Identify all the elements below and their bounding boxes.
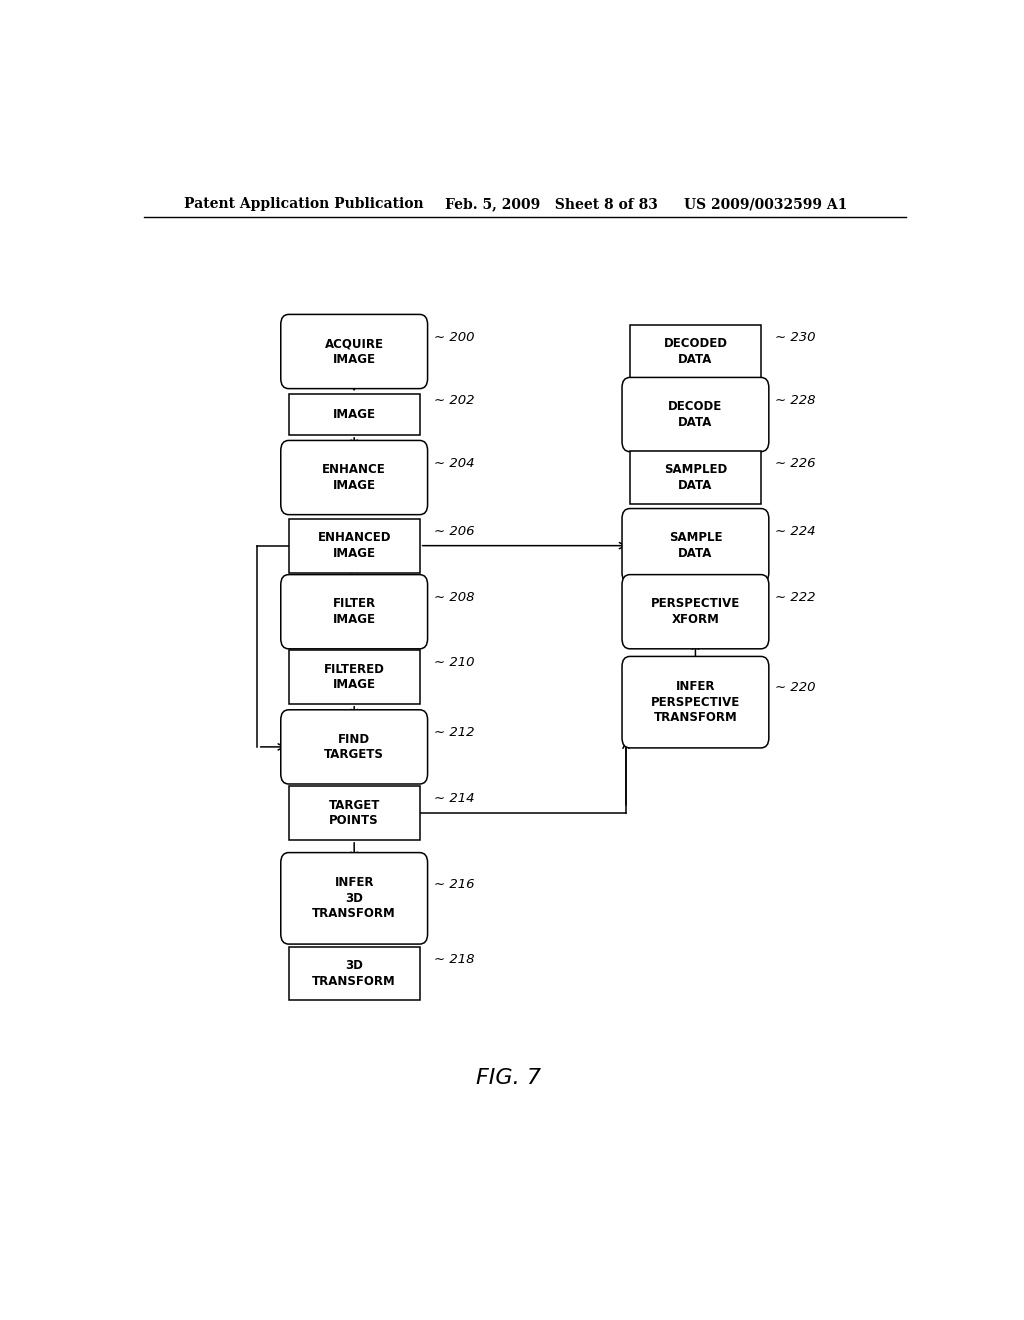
Text: FILTER
IMAGE: FILTER IMAGE [333, 598, 376, 626]
Text: 3D
TRANSFORM: 3D TRANSFORM [312, 960, 396, 987]
FancyBboxPatch shape [281, 314, 428, 388]
FancyBboxPatch shape [289, 395, 420, 434]
Text: ∼ 230: ∼ 230 [775, 331, 816, 343]
Text: TARGET
POINTS: TARGET POINTS [329, 799, 380, 828]
Text: ∼ 200: ∼ 200 [434, 331, 474, 343]
Text: DECODED
DATA: DECODED DATA [664, 338, 727, 366]
Text: ∼ 222: ∼ 222 [775, 591, 816, 605]
FancyBboxPatch shape [622, 574, 769, 649]
Text: INFER
PERSPECTIVE
TRANSFORM: INFER PERSPECTIVE TRANSFORM [651, 680, 740, 725]
Text: INFER
3D
TRANSFORM: INFER 3D TRANSFORM [312, 876, 396, 920]
Text: ∼ 220: ∼ 220 [775, 681, 816, 694]
FancyBboxPatch shape [622, 508, 769, 582]
Text: FIG. 7: FIG. 7 [476, 1068, 542, 1088]
Text: ∼ 214: ∼ 214 [434, 792, 474, 805]
Text: ∼ 212: ∼ 212 [434, 726, 474, 739]
FancyBboxPatch shape [289, 649, 420, 704]
Text: ∼ 218: ∼ 218 [434, 953, 474, 966]
Text: ∼ 206: ∼ 206 [434, 525, 474, 539]
Text: ∼ 210: ∼ 210 [434, 656, 474, 669]
Text: ∼ 208: ∼ 208 [434, 591, 474, 605]
FancyBboxPatch shape [622, 378, 769, 451]
Text: US 2009/0032599 A1: US 2009/0032599 A1 [684, 197, 847, 211]
Text: SAMPLE
DATA: SAMPLE DATA [669, 532, 722, 560]
Text: ENHANCED
IMAGE: ENHANCED IMAGE [317, 532, 391, 560]
FancyBboxPatch shape [289, 946, 420, 1001]
FancyBboxPatch shape [289, 519, 420, 573]
FancyBboxPatch shape [630, 325, 761, 379]
Text: ∼ 226: ∼ 226 [775, 457, 816, 470]
FancyBboxPatch shape [281, 441, 428, 515]
Text: FILTERED
IMAGE: FILTERED IMAGE [324, 663, 385, 690]
Text: ∼ 224: ∼ 224 [775, 525, 816, 539]
Text: ∼ 202: ∼ 202 [434, 393, 474, 407]
Text: DECODE
DATA: DECODE DATA [669, 400, 723, 429]
Text: ACQUIRE
IMAGE: ACQUIRE IMAGE [325, 338, 384, 366]
Text: Feb. 5, 2009   Sheet 8 of 83: Feb. 5, 2009 Sheet 8 of 83 [445, 197, 658, 211]
FancyBboxPatch shape [630, 450, 761, 504]
Text: PERSPECTIVE
XFORM: PERSPECTIVE XFORM [651, 598, 740, 626]
FancyBboxPatch shape [622, 656, 769, 748]
Text: ∼ 228: ∼ 228 [775, 393, 816, 407]
Text: ENHANCE
IMAGE: ENHANCE IMAGE [323, 463, 386, 492]
Text: ∼ 204: ∼ 204 [434, 457, 474, 470]
FancyBboxPatch shape [281, 710, 428, 784]
FancyBboxPatch shape [281, 574, 428, 649]
Text: Patent Application Publication: Patent Application Publication [183, 197, 423, 211]
Text: FIND
TARGETS: FIND TARGETS [325, 733, 384, 762]
FancyBboxPatch shape [281, 853, 428, 944]
Text: IMAGE: IMAGE [333, 408, 376, 421]
Text: SAMPLED
DATA: SAMPLED DATA [664, 463, 727, 492]
FancyBboxPatch shape [289, 785, 420, 840]
Text: ∼ 216: ∼ 216 [434, 878, 474, 891]
